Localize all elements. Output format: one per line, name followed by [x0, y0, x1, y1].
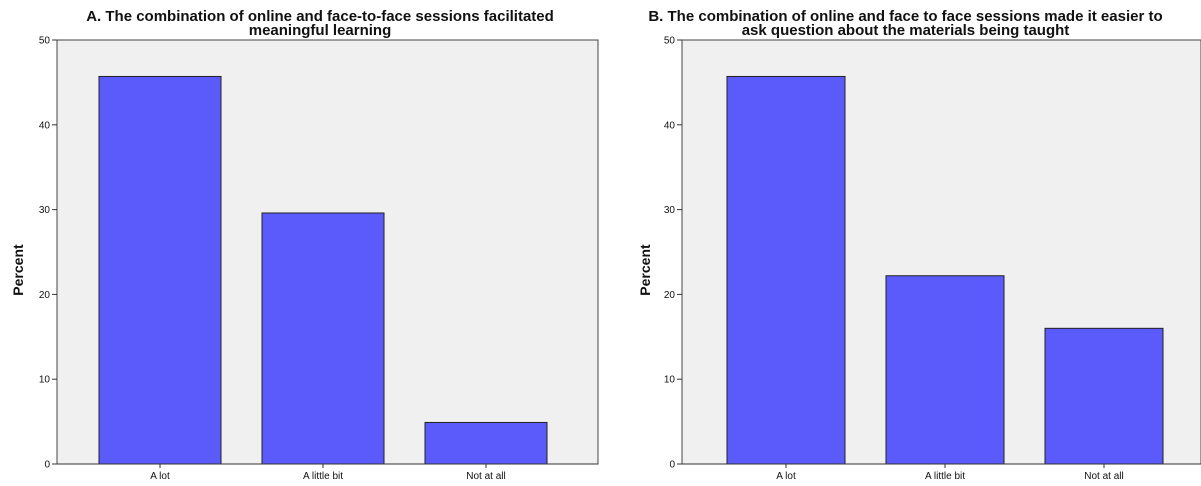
bar [726, 75, 846, 465]
chart-title: B. The combination of online and face to… [610, 8, 1201, 39]
bar [885, 275, 1005, 465]
chart-title-line-1: A. The combination of online and face-to… [86, 8, 554, 25]
y-tick-label: 50 [39, 36, 51, 47]
y-tick-label: 20 [39, 290, 51, 301]
x-tick-label: A little bit [925, 471, 965, 482]
chart-title: A. The combination of online and face-to… [40, 8, 600, 39]
y-tick-label: 0 [44, 460, 50, 471]
x-tick-label: A little bit [303, 471, 343, 482]
y-tick-label: 50 [664, 36, 676, 47]
y-tick-label: 40 [39, 120, 51, 131]
x-tick-label: A lot [150, 471, 170, 482]
y-tick-label: 0 [669, 460, 675, 471]
bar [424, 421, 548, 465]
y-tick-label: 20 [664, 290, 676, 301]
bar [1044, 327, 1164, 465]
chart-a-plot: 0 10 20 30 40 50 A lot A little bit Not at all [39, 36, 599, 482]
bar [261, 212, 385, 465]
x-tick-label: Not at all [1084, 471, 1123, 482]
chart-title-line-2: meaningful learning [248, 22, 392, 39]
chart-title-line-1: B. The combination of online and face to… [648, 8, 1163, 25]
y-tick-label: 10 [664, 375, 676, 386]
chart-b: B. The combination of online and face to… [600, 0, 1201, 486]
chart-a: A. The combination of online and face-to… [0, 0, 600, 486]
x-tick-label: Not at all [466, 471, 505, 482]
chart-title-line-2: ask question about the materials being t… [741, 22, 1070, 39]
bar [98, 75, 222, 465]
y-tick-label: 10 [39, 375, 51, 386]
y-tick-label: 30 [39, 205, 51, 216]
y-tick-label: 40 [664, 120, 676, 131]
y-tick-label: 30 [664, 205, 676, 216]
x-tick-label: A lot [776, 471, 796, 482]
chart-b-plot: 0 10 20 30 40 50 A lot A little bit Not at all [664, 36, 1201, 482]
